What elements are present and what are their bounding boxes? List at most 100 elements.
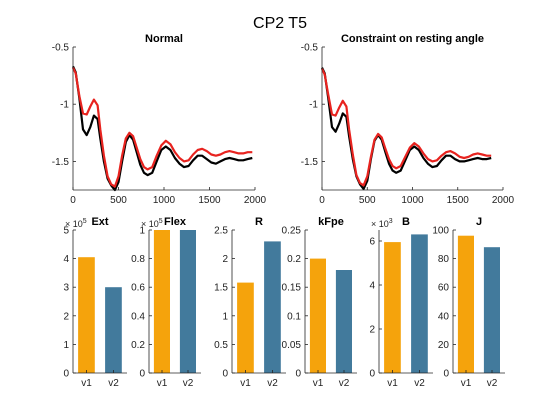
bar-v1 (237, 282, 254, 373)
series-line-red (321, 68, 492, 187)
axis-multiplier: × 105 (65, 218, 87, 229)
bar-v2 (335, 270, 352, 373)
y-tick-label: 0 (295, 369, 301, 380)
y-tick-label: -0.5 (301, 43, 319, 54)
series-line-black (72, 65, 253, 192)
y-tick-label: 2 (222, 254, 228, 265)
x-tick-label: 2000 (244, 195, 267, 206)
bar-v2 (105, 287, 122, 373)
y-tick-label: 0.8 (131, 254, 145, 265)
x-tick-label: 1500 (447, 195, 470, 206)
y-tick-label: 2 (63, 311, 69, 322)
x-tick-label: v2 (108, 378, 119, 389)
chart-title-kfpe: kFpe (318, 216, 344, 228)
x-tick-label: v1 (240, 378, 251, 389)
x-tick-label: v2 (267, 378, 278, 389)
x-tick-label: 500 (110, 195, 127, 206)
chart-b: Bv1 v2 0 2 4 6 × 103 (369, 216, 433, 389)
y-tick-label: -1 (60, 100, 69, 111)
x-tick-label: 1000 (401, 195, 424, 206)
y-tick-label: 0 (443, 369, 449, 380)
y-tick-label: -0.5 (52, 43, 70, 54)
series-line-black (321, 67, 492, 190)
y-tick-label: 0.05 (282, 340, 302, 351)
y-tick-label: 0 (222, 369, 228, 380)
x-tick-label: v1 (313, 378, 324, 389)
y-tick-label: 5 (63, 226, 69, 237)
x-tick-label: v2 (487, 378, 498, 389)
y-tick-label: 1.5 (214, 283, 228, 294)
y-tick-label: 2 (369, 325, 375, 336)
bar-v2 (264, 241, 281, 373)
bar-v1 (153, 230, 170, 373)
figure-title: CP2 T5 (253, 15, 307, 32)
x-tick-label: 0 (70, 195, 76, 206)
y-tick-label: 0.5 (214, 340, 228, 351)
y-tick-label: 80 (438, 254, 450, 265)
x-tick-label: v2 (183, 378, 194, 389)
x-tick-label: v1 (157, 378, 168, 389)
chart-ext: Ext v1 v2 0 1 2 3 4 5× 105 (63, 216, 127, 389)
y-tick-label: 1 (139, 226, 145, 237)
chart-title-flex: Flex (164, 216, 187, 228)
series-line-red (72, 67, 253, 188)
y-tick-label: 0.2 (287, 254, 301, 265)
axis-multiplier: × 105 (141, 218, 163, 229)
y-tick-label: 1 (63, 340, 69, 351)
y-tick-label: -1.5 (52, 157, 70, 168)
chart-title-ext: Ext (91, 216, 108, 228)
y-tick-label: 0.15 (282, 283, 302, 294)
bar-v1 (78, 257, 95, 373)
chart-title-r: R (255, 216, 263, 228)
y-tick-label: 0.2 (131, 340, 145, 351)
y-tick-label: 0.1 (287, 311, 301, 322)
chart-title-constraint: Constraint on resting angle (341, 33, 484, 45)
bar-v2 (179, 230, 196, 373)
x-tick-label: v1 (461, 378, 472, 389)
chart-constraint: Constraint on resting angle 0 500 1000 1500 2… (301, 33, 515, 206)
y-tick-label: 40 (438, 311, 450, 322)
y-tick-label: 0.6 (131, 283, 145, 294)
axis-multiplier: × 103 (371, 218, 393, 229)
bar-v1 (457, 235, 474, 373)
y-tick-label: 0 (63, 369, 69, 380)
y-tick-label: 0 (369, 369, 375, 380)
chart-r: Rv1 v2 0 0.5 1 1.5 2 2.5 (214, 216, 286, 389)
chart-kfpe: kFpe v1 v2 0 0.05 0.1 0.15 0.2 0.25 (282, 216, 357, 389)
y-tick-label: 4 (63, 254, 69, 265)
y-tick-label: 1 (222, 311, 228, 322)
chart-title-normal: Normal (145, 33, 183, 45)
x-tick-label: 0 (319, 195, 325, 206)
y-tick-label: 2.5 (214, 226, 228, 237)
chart-normal: Normal 0 500 1000 1500 2000 -0.5 -1 -1.5 (52, 33, 267, 206)
y-tick-label: 0.25 (282, 226, 302, 237)
y-tick-label: 0.4 (131, 311, 145, 322)
y-tick-label: 60 (438, 283, 450, 294)
chart-title-b: B (402, 216, 410, 228)
x-tick-label: v1 (81, 378, 92, 389)
y-tick-label: 20 (438, 340, 450, 351)
bar-v1 (384, 242, 401, 373)
chart-title-j: J (476, 216, 482, 228)
x-tick-label: 1500 (198, 195, 221, 206)
x-tick-label: 1000 (153, 195, 176, 206)
chart-j: Jv1 v2 0 20 40 60 80 100 (432, 216, 505, 389)
y-tick-label: -1.5 (301, 157, 319, 168)
y-tick-label: 4 (369, 281, 375, 292)
y-tick-label: 3 (63, 283, 69, 294)
x-tick-label: 500 (359, 195, 376, 206)
bar-v1 (309, 258, 326, 373)
x-tick-label: v2 (414, 378, 425, 389)
x-tick-label: v2 (339, 378, 350, 389)
chart-flex: Flex v1 v2 0 0.2 0.4 0.6 0.8 1× 105 (131, 216, 201, 389)
y-tick-label: 100 (432, 226, 449, 237)
x-tick-label: 2000 (492, 195, 515, 206)
y-tick-label: -1 (309, 100, 318, 111)
y-tick-label: 6 (369, 237, 375, 248)
x-tick-label: v1 (387, 378, 398, 389)
bar-v2 (411, 234, 428, 373)
bar-v2 (483, 247, 500, 373)
y-tick-label: 0 (139, 369, 145, 380)
